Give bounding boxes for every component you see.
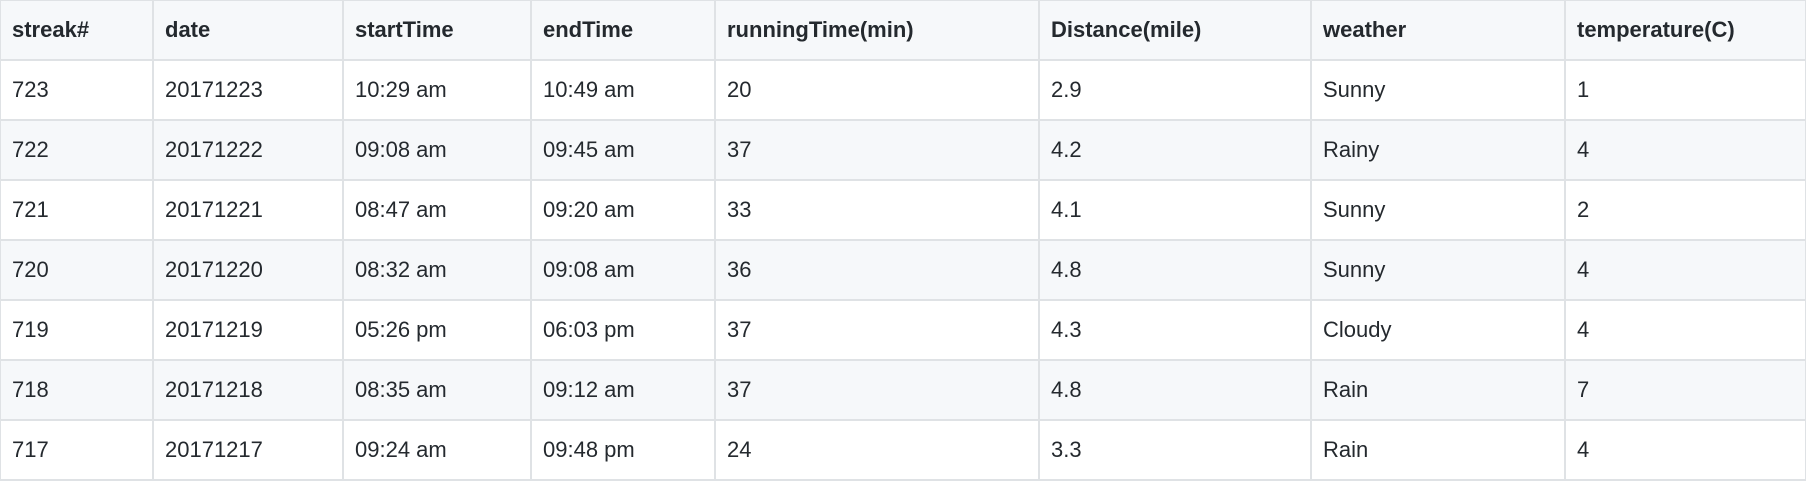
table-header-row: streak# date startTime endTime runningTi…	[0, 0, 1806, 61]
cell-temperature: 4	[1564, 419, 1806, 481]
cell-distance: 4.3	[1038, 299, 1312, 361]
cell-distance: 4.8	[1038, 359, 1312, 421]
cell-temperature: 4	[1564, 239, 1806, 301]
cell-start-time: 10:29 am	[342, 59, 532, 121]
cell-temperature: 7	[1564, 359, 1806, 421]
cell-distance: 4.2	[1038, 119, 1312, 181]
cell-distance: 4.1	[1038, 179, 1312, 241]
cell-temperature: 4	[1564, 119, 1806, 181]
table-row: 718 20171218 08:35 am 09:12 am 37 4.8 Ra…	[0, 359, 1806, 421]
table-row: 720 20171220 08:32 am 09:08 am 36 4.8 Su…	[0, 239, 1806, 301]
cell-running-time: 37	[714, 359, 1040, 421]
cell-weather: Sunny	[1310, 239, 1566, 301]
table-row: 721 20171221 08:47 am 09:20 am 33 4.1 Su…	[0, 179, 1806, 241]
cell-weather: Sunny	[1310, 59, 1566, 121]
cell-distance: 2.9	[1038, 59, 1312, 121]
cell-date: 20171220	[152, 239, 344, 301]
cell-streak: 722	[0, 119, 154, 181]
column-header-date: date	[152, 0, 344, 61]
cell-streak: 719	[0, 299, 154, 361]
cell-date: 20171218	[152, 359, 344, 421]
cell-start-time: 05:26 pm	[342, 299, 532, 361]
cell-weather: Rain	[1310, 419, 1566, 481]
cell-streak: 720	[0, 239, 154, 301]
cell-weather: Rain	[1310, 359, 1566, 421]
cell-weather: Cloudy	[1310, 299, 1566, 361]
column-header-start-time: startTime	[342, 0, 532, 61]
cell-streak: 717	[0, 419, 154, 481]
cell-streak: 721	[0, 179, 154, 241]
table-row: 722 20171222 09:08 am 09:45 am 37 4.2 Ra…	[0, 119, 1806, 181]
cell-running-time: 36	[714, 239, 1040, 301]
cell-end-time: 10:49 am	[530, 59, 716, 121]
cell-date: 20171219	[152, 299, 344, 361]
cell-end-time: 09:45 am	[530, 119, 716, 181]
cell-end-time: 09:12 am	[530, 359, 716, 421]
column-header-temperature: temperature(C)	[1564, 0, 1806, 61]
cell-streak: 718	[0, 359, 154, 421]
table-row: 723 20171223 10:29 am 10:49 am 20 2.9 Su…	[0, 59, 1806, 121]
cell-streak: 723	[0, 59, 154, 121]
cell-end-time: 09:48 pm	[530, 419, 716, 481]
cell-start-time: 09:08 am	[342, 119, 532, 181]
cell-running-time: 33	[714, 179, 1040, 241]
column-header-end-time: endTime	[530, 0, 716, 61]
table-row: 719 20171219 05:26 pm 06:03 pm 37 4.3 Cl…	[0, 299, 1806, 361]
cell-start-time: 09:24 am	[342, 419, 532, 481]
cell-end-time: 09:08 am	[530, 239, 716, 301]
cell-weather: Rainy	[1310, 119, 1566, 181]
cell-end-time: 09:20 am	[530, 179, 716, 241]
column-header-streak: streak#	[0, 0, 154, 61]
cell-date: 20171221	[152, 179, 344, 241]
cell-date: 20171217	[152, 419, 344, 481]
cell-start-time: 08:32 am	[342, 239, 532, 301]
cell-weather: Sunny	[1310, 179, 1566, 241]
cell-temperature: 2	[1564, 179, 1806, 241]
column-header-running-time: runningTime(min)	[714, 0, 1040, 61]
column-header-weather: weather	[1310, 0, 1566, 61]
cell-date: 20171223	[152, 59, 344, 121]
cell-end-time: 06:03 pm	[530, 299, 716, 361]
cell-running-time: 24	[714, 419, 1040, 481]
cell-running-time: 37	[714, 299, 1040, 361]
column-header-distance: Distance(mile)	[1038, 0, 1312, 61]
cell-distance: 3.3	[1038, 419, 1312, 481]
cell-temperature: 1	[1564, 59, 1806, 121]
cell-temperature: 4	[1564, 299, 1806, 361]
cell-start-time: 08:47 am	[342, 179, 532, 241]
cell-distance: 4.8	[1038, 239, 1312, 301]
cell-date: 20171222	[152, 119, 344, 181]
cell-running-time: 37	[714, 119, 1040, 181]
table-row: 717 20171217 09:24 am 09:48 pm 24 3.3 Ra…	[0, 419, 1806, 481]
cell-running-time: 20	[714, 59, 1040, 121]
cell-start-time: 08:35 am	[342, 359, 532, 421]
